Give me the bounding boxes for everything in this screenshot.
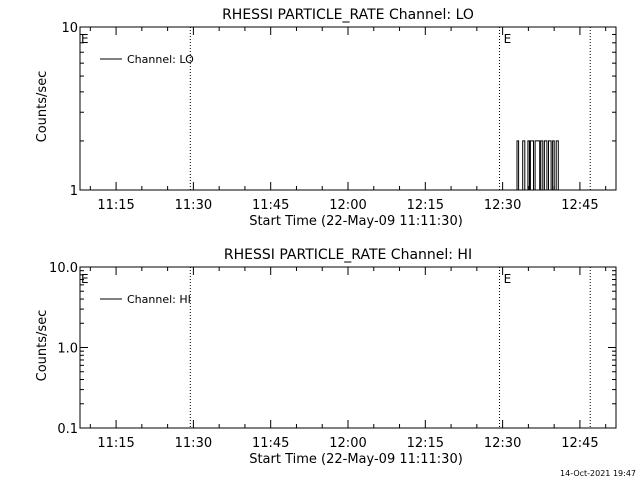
panel-1-x-tick-label: 11:45 [252, 198, 289, 213]
panel-2-y-tick-label: 1.0 [57, 342, 78, 357]
panel-1-x-tick-label: 12:45 [561, 198, 598, 213]
panel-2-x-tick-label: 11:15 [97, 436, 134, 451]
panel-2-x-tick-label: 11:30 [175, 436, 212, 451]
panel-1-x-tick-label: 11:15 [97, 198, 134, 213]
panel-1-y-tick-label: 1 [70, 184, 78, 199]
panel-1-marker-label: E [81, 32, 89, 46]
panel-2-plot-frame [79, 266, 617, 429]
panel-2-x-tick-label: 12:00 [329, 436, 366, 451]
panel-2-marker-label: E [81, 272, 89, 286]
panel-1-marker-label: E [504, 32, 512, 46]
panel-2-x-tick-label: 12:45 [561, 436, 598, 451]
panel-1-x-tick-label: 12:15 [407, 198, 444, 213]
panel-2-y-tick-label: 10.0 [49, 261, 78, 276]
panel-1-x-tick-label: 11:30 [175, 198, 212, 213]
panel-1-x-tick-label: 12:30 [484, 198, 521, 213]
panel-2-x-tick-label: 11:45 [252, 436, 289, 451]
panel-2-y-tick-label: 0.1 [57, 422, 78, 437]
panel-2-chart-title: RHESSI PARTICLE_RATE Channel: HI [224, 247, 472, 263]
panel-1-chart-title: RHESSI PARTICLE_RATE Channel: LO [222, 7, 474, 23]
panel-1-x-tick-label: 12:00 [329, 198, 366, 213]
panel-1-y-axis-label: Counts/sec [35, 71, 50, 143]
panel-2-x-axis-label: Start Time (22-May-09 11:11:30) [249, 452, 463, 467]
panel-2-marker-label: E [504, 272, 512, 286]
panel-2-x-tick-label: 12:15 [407, 436, 444, 451]
panel-1-y-tick-label: 10 [61, 21, 78, 36]
panel-2-y-axis-label: Counts/sec [35, 310, 50, 382]
panel-2-x-tick-label: 12:30 [484, 436, 521, 451]
panel-1-legend-entry: Channel: LO [127, 53, 194, 66]
panel-2-legend-entry: Channel: HI [127, 293, 191, 306]
panel-1-x-axis-label: Start Time (22-May-09 11:11:30) [249, 214, 463, 229]
panel-1-series-line [515, 140, 559, 191]
